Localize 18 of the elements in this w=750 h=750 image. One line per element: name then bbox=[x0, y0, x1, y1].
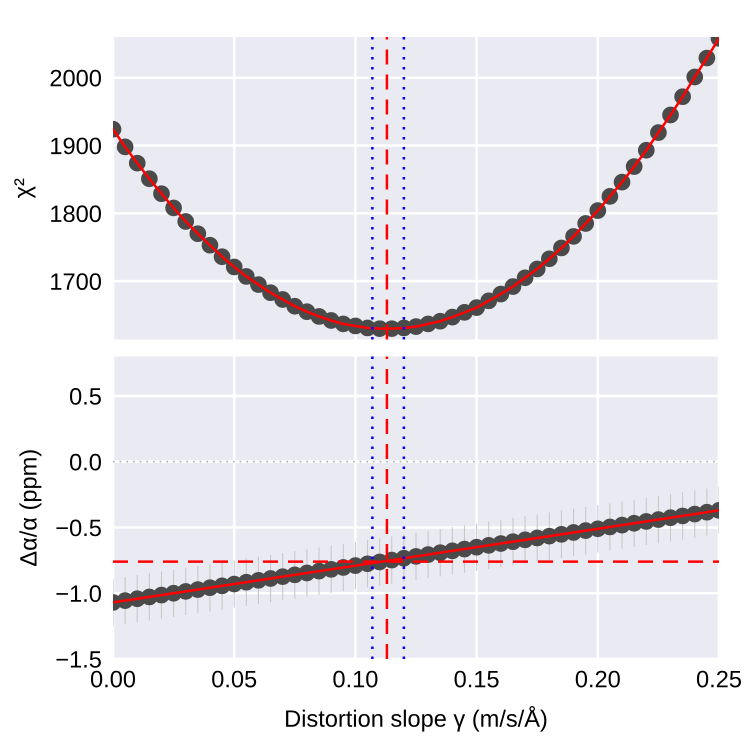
y-tick-label: 0.0 bbox=[70, 454, 101, 471]
y-axis-title: Δα/α (ppm) bbox=[19, 450, 42, 566]
y-tick-label: 1900 bbox=[51, 138, 101, 154]
y-tick-label: −0.5 bbox=[56, 520, 101, 536]
x-tick-label: 0.20 bbox=[576, 670, 620, 688]
y-axis-title: χ² bbox=[14, 178, 36, 198]
x-tick-label: 0.00 bbox=[90, 670, 136, 688]
y-tick-label: 0.5 bbox=[70, 388, 101, 405]
y-tick-label: 1700 bbox=[51, 273, 101, 290]
x-tick-label: 0.25 bbox=[696, 670, 741, 688]
x-tick-label: 0.10 bbox=[333, 670, 378, 688]
y-tick-label: 1800 bbox=[51, 205, 101, 222]
x-tick-label: 0.05 bbox=[212, 670, 256, 688]
x-axis-title: Distortion slope γ (m/s/Å) bbox=[286, 706, 546, 732]
y-tick-label: −1.0 bbox=[56, 585, 101, 602]
x-tick-label: 0.15 bbox=[454, 670, 499, 688]
y-tick-label: −1.5 bbox=[56, 651, 101, 668]
y-tick-label: 2000 bbox=[50, 70, 101, 86]
